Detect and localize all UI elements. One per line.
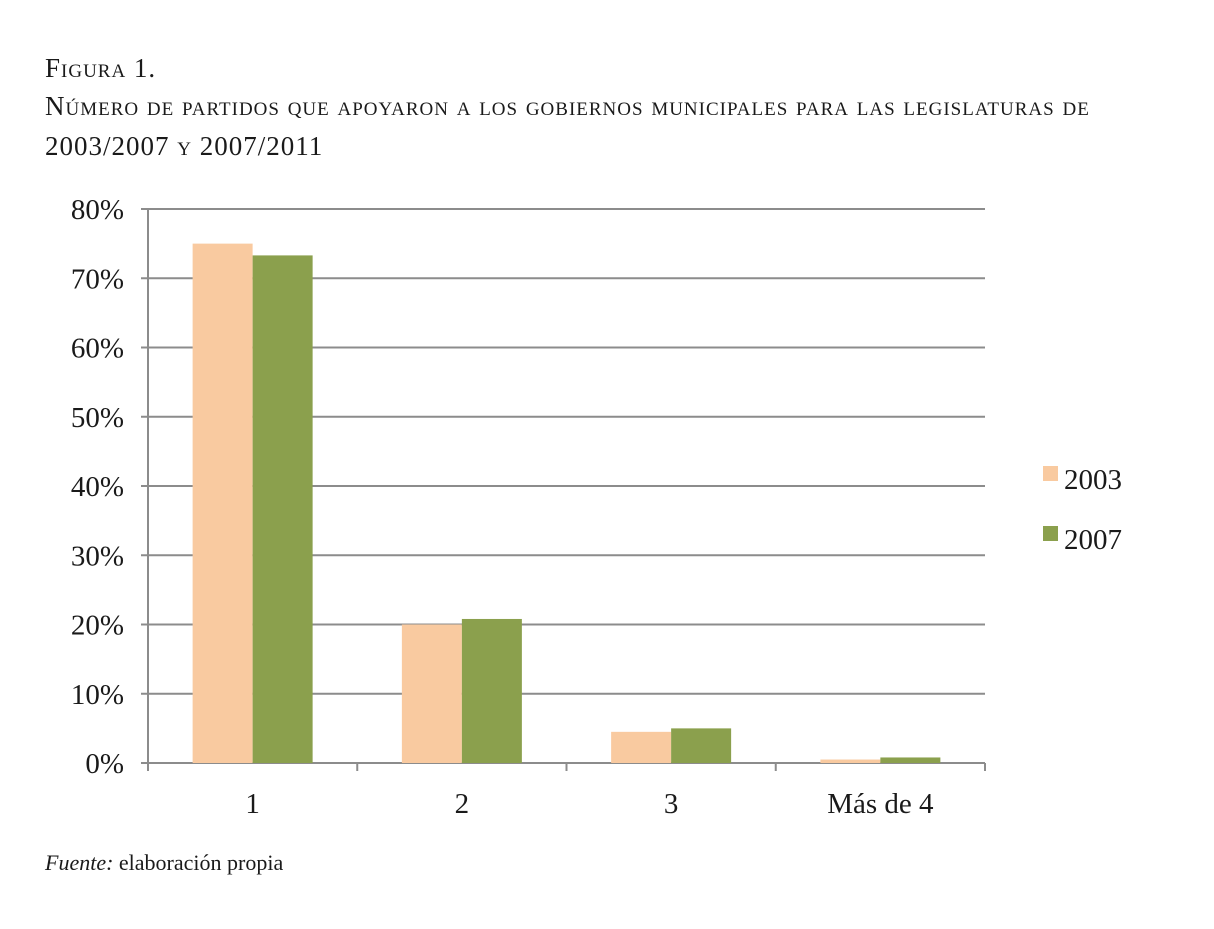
figure-label: Figura 1. xyxy=(45,53,157,83)
y-tick-label: 50% xyxy=(71,402,124,434)
bar-2007-1 xyxy=(252,255,313,763)
source-note: Fuente: elaboración propia xyxy=(45,850,283,876)
x-tick-label: 1 xyxy=(245,788,260,820)
y-tick-label: 0% xyxy=(85,748,124,780)
source-prefix: Fuente: xyxy=(45,850,114,875)
bar-2003-3 xyxy=(611,731,672,763)
x-tick-label: 3 xyxy=(664,788,679,820)
y-tick-label: 60% xyxy=(71,333,124,365)
bar-2007-2 xyxy=(461,618,522,763)
bar-2007-4 xyxy=(880,757,941,763)
y-tick-label: 20% xyxy=(71,610,124,642)
legend-label-2003: 2003 xyxy=(1064,464,1122,496)
source-text: elaboración propia xyxy=(113,850,284,875)
y-tick-label: 30% xyxy=(71,540,124,572)
y-tick-label: 10% xyxy=(71,679,124,711)
bar-2003-2 xyxy=(401,624,462,763)
bar-2003-1 xyxy=(192,243,253,763)
y-tick-label: 40% xyxy=(71,471,124,503)
y-tick-label: 70% xyxy=(71,263,124,295)
bar-2003-4 xyxy=(820,759,881,763)
y-tick-label: 80% xyxy=(71,194,124,226)
figure-title: Número de partidos que apoyaron a los go… xyxy=(45,91,1090,161)
bar-2007-3 xyxy=(671,728,732,763)
x-tick-label: 2 xyxy=(455,788,470,820)
legend-swatch-2007 xyxy=(1043,526,1058,541)
legend-swatch-2003 xyxy=(1043,466,1058,481)
legend-label-2007: 2007 xyxy=(1064,524,1122,556)
figure-header: Figura 1. Número de partidos que apoyaro… xyxy=(45,50,1195,166)
x-tick-label: Más de 4 xyxy=(827,788,934,820)
